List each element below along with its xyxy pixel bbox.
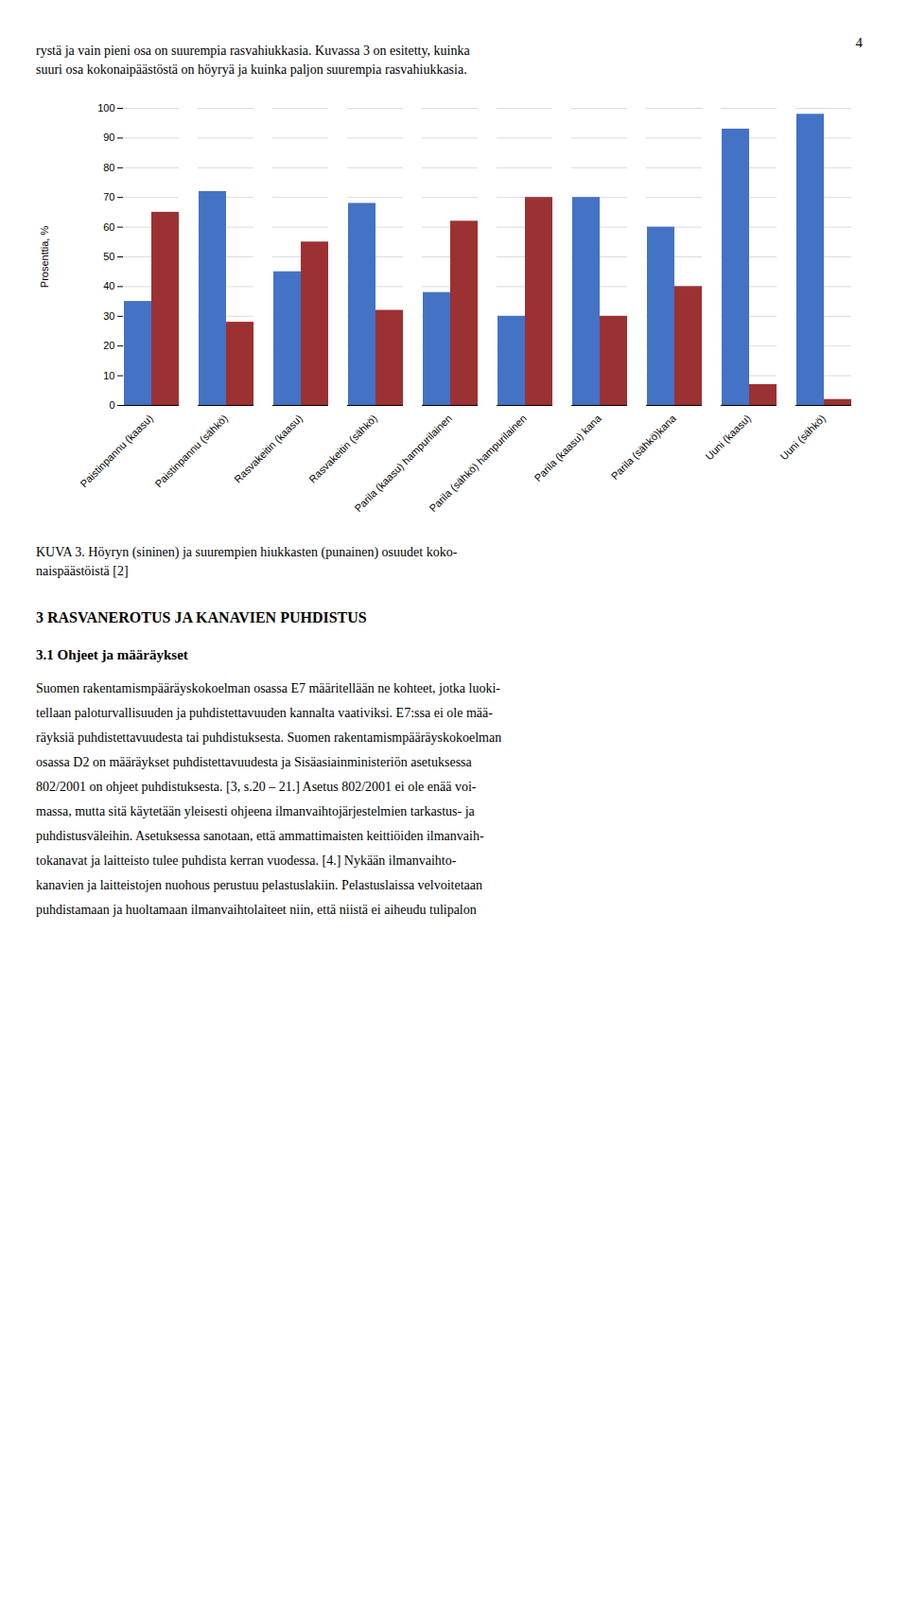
svg-text:Uuni (sähkö): Uuni (sähkö) [777, 412, 828, 463]
svg-text:50: 50 [103, 250, 115, 262]
svg-text:20: 20 [103, 339, 115, 351]
html-text:Suomen rakentamismpääräyskokoe: Suomen rakentamismpääräyskokoelman osass… [35, 681, 501, 696]
html-text:802/2001 on ohjeet puhdistukse: 802/2001 on ohjeet puhdistuksesta. [3, s… [35, 779, 477, 794]
svg-text:30: 30 [103, 310, 115, 322]
html-text:puhdistamaan ja huoltamaan ilm: puhdistamaan ja huoltamaan ilmanvaihtola… [35, 902, 477, 917]
html-text:3.1 Ohjeet ja määräykset: 3.1 Ohjeet ja määräykset [35, 646, 189, 663]
html-text:massa, mutta sitä käytetään yl: massa, mutta sitä käytetään yleisesti oh… [35, 803, 475, 819]
html-text:osassa D2 on määräykset puhdis: osassa D2 on määräykset puhdistettavuude… [35, 754, 472, 769]
html-text:tokanavat ja laitteisto tulee: tokanavat ja laitteisto tulee puhdista k… [35, 853, 457, 868]
svg-text:Rasvakeitin (sähkö): Rasvakeitin (sähkö) [306, 412, 380, 486]
svg-text:0: 0 [108, 399, 115, 411]
html-text:kanavien ja laitteistojen nuoh: kanavien ja laitteistojen nuohous perust… [35, 877, 483, 892]
svg-text:Uuni (kaasu): Uuni (kaasu) [702, 412, 753, 463]
html-text:puhdistusväleihin. Asetuksessa: puhdistusväleihin. Asetuksessa sanotaan,… [35, 828, 484, 843]
html-text:rystä ja vain pieni osa on suu: rystä ja vain pieni osa on suurempia ras… [35, 43, 470, 58]
html-text:3 RASVANEROTUS JA KANAVIEN PUH: 3 RASVANEROTUS JA KANAVIEN PUHDISTUS [35, 609, 367, 626]
svg-text:90: 90 [103, 131, 115, 143]
svg-text:Parila (sähkö) hampurilainen: Parila (sähkö) hampurilainen [426, 412, 528, 514]
svg-text:100: 100 [97, 102, 115, 114]
svg-text:Paistinpannu (kaasu): Paistinpannu (kaasu) [77, 412, 156, 490]
html-text:4: 4 [855, 34, 863, 51]
svg-text:60: 60 [103, 221, 115, 233]
html-text:tellaan paloturvallisuuden ja: tellaan paloturvallisuuden ja puhdistett… [35, 705, 493, 720]
html-text:suuri osa kokonaipäästöstä on: suuri osa kokonaipäästöstä on höyryä ja … [35, 62, 467, 77]
html-text:KUVA 3. Höyryn (sininen) ja su: KUVA 3. Höyryn (sininen) ja suurempien h… [35, 544, 458, 559]
svg-text:40: 40 [103, 279, 115, 292]
svg-text:Prosenttia, %: Prosenttia, % [38, 226, 51, 289]
svg-text:70: 70 [103, 191, 115, 203]
svg-text:Paistinpannu (sähkö): Paistinpannu (sähkö) [152, 412, 230, 490]
svg-text:Rasvakeitin (kaasu): Rasvakeitin (kaasu) [231, 412, 305, 486]
html-text:naispäästöistä [2]: naispäästöistä [2] [35, 563, 129, 578]
svg-text:Parila (kaasu) hampurilainen: Parila (kaasu) hampurilainen [352, 412, 454, 514]
html-text:räyksiä puhdistettavuudesta ta: räyksiä puhdistettavuudesta tai puhdistu… [35, 730, 502, 745]
svg-text:Parila (kaasu) kana: Parila (kaasu) kana [531, 411, 604, 484]
svg-text:Parila (sähkö)kana: Parila (sähkö)kana [609, 411, 680, 482]
svg-text:80: 80 [103, 161, 115, 174]
svg-text:10: 10 [103, 369, 115, 382]
